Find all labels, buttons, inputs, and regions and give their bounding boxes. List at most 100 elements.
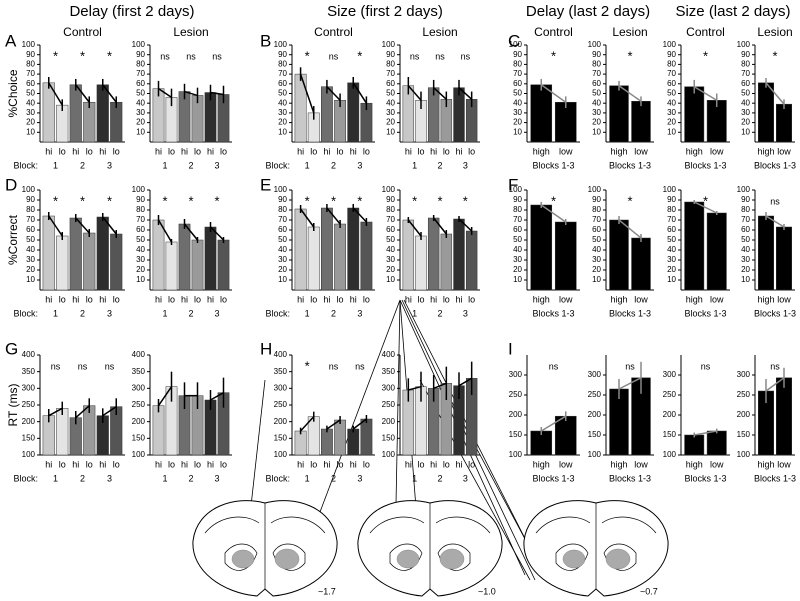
x-tick-label: lo xyxy=(86,294,93,304)
significance-label: ns xyxy=(770,196,780,206)
x-tick-label: hi xyxy=(72,294,79,304)
y-tick-label: 150 xyxy=(382,433,396,442)
x-tick-label: low xyxy=(710,294,724,304)
bar xyxy=(69,217,82,291)
bar xyxy=(294,208,307,291)
trend-line xyxy=(352,207,367,223)
significance-label: ns xyxy=(105,361,115,371)
y-tick-label: 50 xyxy=(136,89,145,98)
group-label: 1 xyxy=(412,308,417,318)
y-tick-label: 90 xyxy=(667,195,676,204)
x-tick-label: low xyxy=(777,294,791,304)
significance-label: * xyxy=(627,193,632,208)
y-tick-label: 80 xyxy=(741,60,750,69)
trend-line xyxy=(433,87,447,100)
trend-line xyxy=(48,82,63,106)
bar xyxy=(758,215,774,291)
trend-line xyxy=(540,204,567,223)
significance-label: * xyxy=(551,193,556,208)
y-tick-label: 50 xyxy=(136,235,145,244)
y-tick-label: 400 xyxy=(22,350,36,359)
bar xyxy=(334,223,346,291)
x-tick-label: lo xyxy=(468,146,475,156)
y-tick-label: 80 xyxy=(513,205,522,214)
y-tick-label: 60 xyxy=(741,225,750,234)
y-tick-label: 60 xyxy=(513,225,522,234)
y-tick-label: 400 xyxy=(132,350,146,359)
group-axis-label: Block: xyxy=(13,308,38,318)
bar xyxy=(684,201,705,291)
x-tick-label: hi xyxy=(181,146,188,156)
trend-line xyxy=(618,377,642,390)
trend-line xyxy=(618,219,642,239)
x-tick-label: lo xyxy=(220,294,227,304)
group-label: 3 xyxy=(357,473,362,483)
bar xyxy=(42,82,55,143)
y-tick-label: 80 xyxy=(26,60,35,69)
y-tick-label: 70 xyxy=(386,69,395,78)
y-tick-label: 20 xyxy=(136,118,145,127)
y-tick-label: 400 xyxy=(382,350,396,359)
y-tick-label: 50 xyxy=(513,235,522,244)
x-tick-label: hi xyxy=(297,294,304,304)
y-tick-label: 50 xyxy=(592,235,601,244)
bar xyxy=(684,86,705,143)
y-tick-label: 30 xyxy=(26,108,35,117)
subplot-title: Lesion xyxy=(422,25,457,39)
x-tick-label: low xyxy=(634,146,648,156)
y-tick-label: 30 xyxy=(386,108,395,117)
group-label: 2 xyxy=(331,308,336,318)
y-tick-label: 60 xyxy=(26,79,35,88)
x-tick-label: hi xyxy=(99,294,106,304)
trend-line xyxy=(299,208,315,228)
x-tick-label: lo xyxy=(86,146,93,156)
subplot-title: Control xyxy=(314,25,353,39)
x-tick-label: low xyxy=(559,459,573,469)
bar xyxy=(684,434,705,456)
x-tick-label: hi xyxy=(430,294,437,304)
y-tick-label: 40 xyxy=(386,245,395,254)
group-label: 2 xyxy=(80,308,85,318)
significance-label: * xyxy=(772,48,777,63)
y-tick-label: 60 xyxy=(278,79,287,88)
y-tick-label: 50 xyxy=(278,235,287,244)
y-tick-label: 30 xyxy=(26,255,35,264)
y-tick-label: 60 xyxy=(136,79,145,88)
y-tick-label: 100 xyxy=(663,40,677,49)
y-tick-label: 80 xyxy=(26,205,35,214)
x-tick-label: hi xyxy=(155,294,162,304)
bar xyxy=(307,416,320,456)
group-label: 2 xyxy=(188,308,193,318)
group-axis-label: Blocks 1-3 xyxy=(684,473,726,483)
y-tick-label: 50 xyxy=(741,235,750,244)
y-tick-label: 70 xyxy=(278,69,287,78)
x-tick-label: hi xyxy=(350,459,357,469)
significance-label: ns xyxy=(329,361,339,371)
y-tick-label: 20 xyxy=(278,265,287,274)
y-tick-label: 40 xyxy=(26,98,35,107)
y-tick-label: 350 xyxy=(132,367,146,376)
bar xyxy=(294,430,307,456)
group-label: 2 xyxy=(80,473,85,483)
y-tick-label: 30 xyxy=(386,255,395,264)
x-tick-label: lo xyxy=(443,459,450,469)
y-tick-label: 10 xyxy=(26,275,35,284)
y-tick-label: 90 xyxy=(667,50,676,59)
y-tick-label: 20 xyxy=(26,118,35,127)
x-tick-label: lo xyxy=(337,294,344,304)
bar xyxy=(554,415,577,456)
y-tick-label: 90 xyxy=(386,195,395,204)
trend-line xyxy=(210,91,224,96)
significance-label: * xyxy=(80,193,85,208)
significance-label: * xyxy=(703,193,708,208)
x-tick-label: lo xyxy=(337,146,344,156)
y-tick-label: 40 xyxy=(278,245,287,254)
group-axis-label: Blocks 1-3 xyxy=(754,160,796,170)
y-tick-label: 10 xyxy=(667,275,676,284)
y-tick-label: 20 xyxy=(741,118,750,127)
panel-letter: D xyxy=(5,175,17,194)
subplot-title: Lesion xyxy=(612,25,647,39)
column-header: Delay (first 2 days) xyxy=(69,3,194,20)
group-label: 2 xyxy=(437,473,442,483)
y-tick-label: 10 xyxy=(136,127,145,136)
